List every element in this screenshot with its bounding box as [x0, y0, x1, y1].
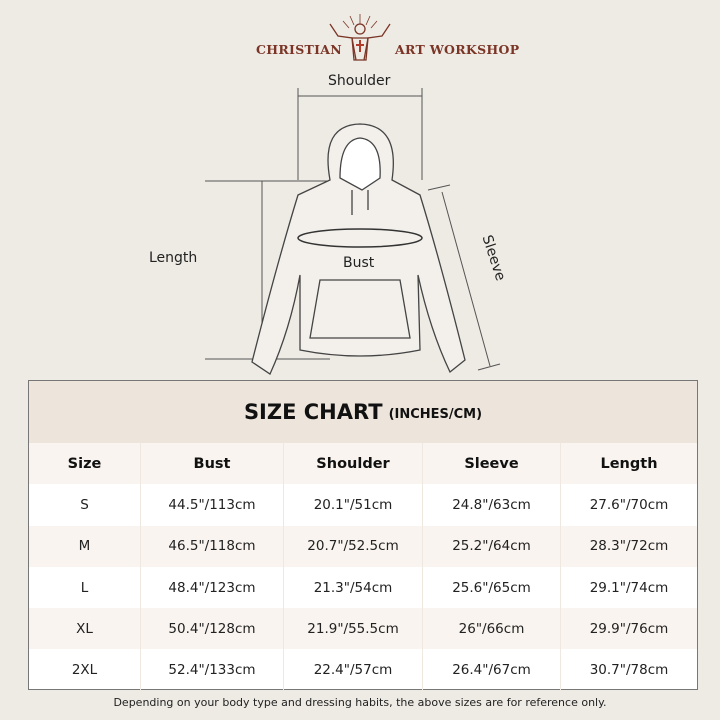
table-cell: 29.1"/74cm — [589, 579, 669, 596]
table-cell: 27.6"/70cm — [589, 496, 669, 513]
length-label: Length — [149, 250, 198, 266]
table-cell: 44.5"/113cm — [141, 484, 284, 526]
table-cell: 29.9"/76cm — [589, 620, 669, 637]
table-cell: L — [29, 566, 141, 609]
header-shoulder: Shoulder — [284, 443, 423, 485]
table-cell: 26"/66cm — [423, 608, 561, 650]
header-sleeve: Sleeve — [423, 443, 561, 485]
header-size: Size — [29, 443, 141, 485]
table-header-row: Size Bust Shoulder Sleeve Length — [29, 443, 697, 485]
title-text: SIZE CHART — [243, 400, 383, 424]
table-cell: 50.4"/128cm — [141, 608, 284, 650]
table-cell: 20.7"/52.5cm — [284, 525, 423, 567]
table-cell: 25.2"/64cm — [423, 525, 561, 567]
table-cell: 24.8"/63cm — [423, 484, 561, 526]
table-cell: 26.4"/67cm — [423, 649, 561, 691]
table-cell: 20.1"/51cm — [284, 484, 423, 526]
table-cell: 25.6"/65cm — [423, 566, 561, 609]
table-cell: 21.3"/54cm — [284, 566, 423, 609]
header-length: Length — [600, 455, 658, 472]
table-cell: 21.9"/55.5cm — [284, 608, 423, 650]
shoulder-label: Shoulder — [328, 73, 391, 89]
table-cell: 30.7"/78cm — [589, 662, 669, 679]
size-chart-title: SIZE CHART (INCHES/CM) — [29, 381, 697, 443]
brand-name-left: CHRISTIAN — [256, 42, 342, 57]
size-chart-table: SIZE CHART (INCHES/CM) Size Bust Shoulde… — [28, 380, 698, 691]
table-cell: 28.3"/72cm — [589, 538, 669, 555]
brand-name-right: ART WORKSHOP — [395, 42, 520, 57]
table-cell: S — [29, 484, 141, 526]
title-unit: (INCHES/CM) — [388, 407, 483, 422]
header-bust: Bust — [141, 443, 284, 485]
table-cell: 22.4"/57cm — [284, 649, 423, 691]
table-cell: 2XL — [29, 649, 141, 691]
table-cell: M — [29, 525, 141, 567]
table-row: M 46.5"/118cm 20.7"/52.5cm 25.2"/64cm 28.3"/… — [29, 525, 697, 567]
table-row: XL 50.4"/128cm 21.9"/55.5cm 26"/66cm 29.9"/7… — [29, 608, 697, 650]
table-cell: 48.4"/123cm — [141, 566, 284, 609]
table-row: L 48.4"/123cm 21.3"/54cm 25.6"/65cm 29.1"/74… — [29, 566, 697, 609]
bust-label: Bust — [343, 255, 375, 271]
table-row: 2XL 52.4"/133cm 22.4"/57cm 26.4"/67cm 30.7"/… — [29, 649, 697, 691]
table-cell: XL — [29, 608, 141, 650]
table-cell: 46.5"/118cm — [141, 525, 284, 567]
reference-note: Depending on your body type and dressing… — [113, 696, 607, 709]
hoodie-diagram — [205, 88, 501, 375]
table-cell: 52.4"/133cm — [141, 649, 284, 691]
table-row: S 44.5"/113cm 20.1"/51cm 24.8"/63cm 27.6"/70… — [29, 484, 697, 526]
